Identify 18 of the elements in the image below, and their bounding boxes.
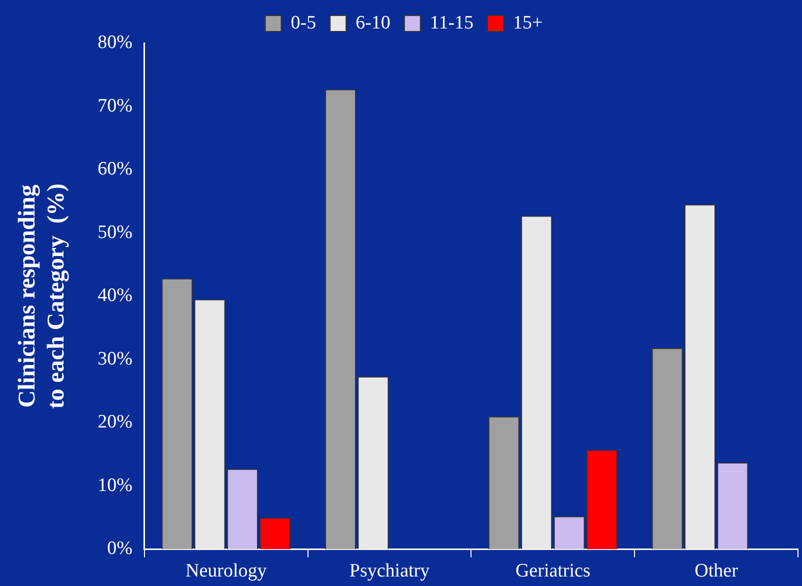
y-tick-label: 0% [107,538,133,560]
x-tick-label: Psychiatry [349,560,430,582]
y-tick-label: 40% [98,285,133,306]
y-tick-label: 60% [98,158,133,180]
x-tick-label: Geriatrics [515,560,590,582]
y-tick-label: 30% [98,348,133,370]
legend-label: 11-15 [430,12,474,34]
y-tick-label: 20% [98,412,133,433]
y-tick-label: 50% [98,222,133,243]
y-axis-title: Clinicians responding to each Category (%) [14,183,70,409]
y-tick-label: 70% [98,95,133,116]
legend-label: 0-5 [290,12,316,34]
legend-label: 6-10 [356,12,390,34]
x-tick-label: Neurology [185,560,268,582]
y-tick-label: 10% [98,474,133,496]
y-tick-label: 80% [98,32,133,53]
x-tick-label: Other [694,560,739,582]
legend-label: 15+ [513,12,543,34]
